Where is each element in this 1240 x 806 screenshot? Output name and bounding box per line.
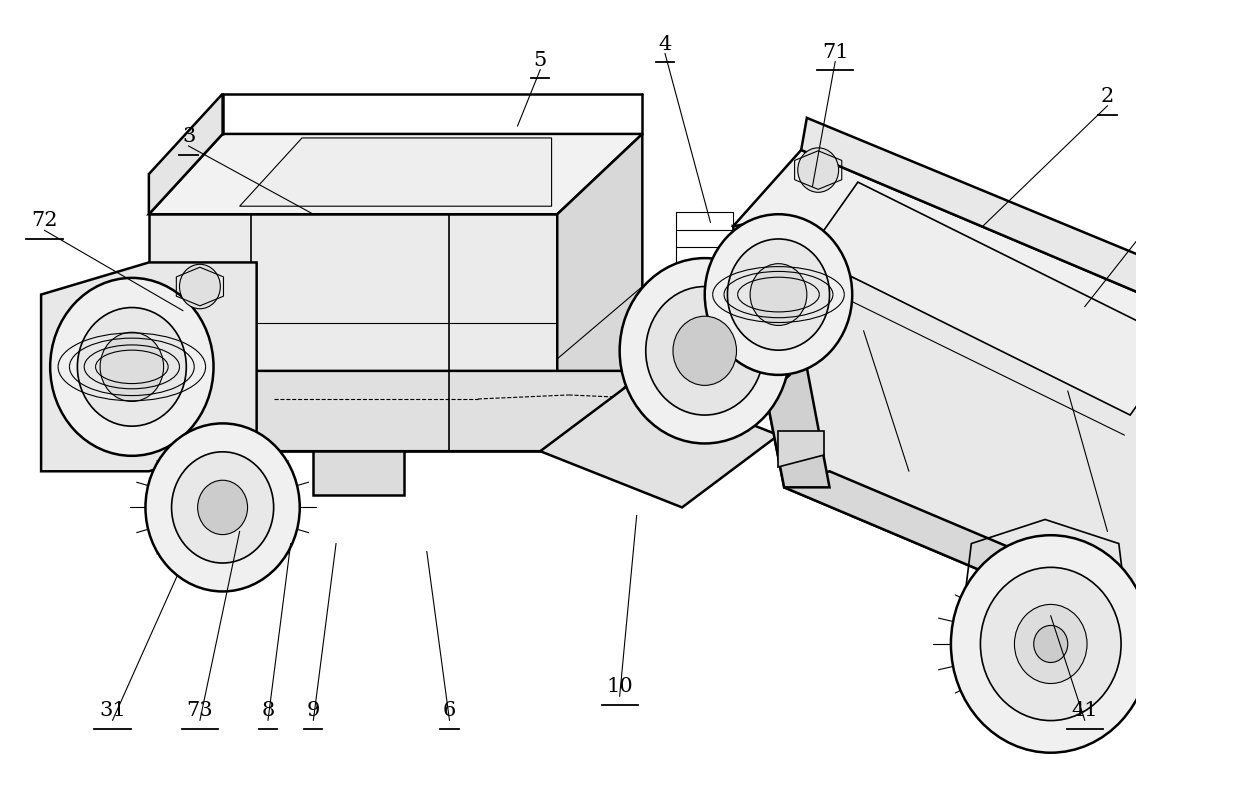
Circle shape	[77, 308, 186, 426]
Polygon shape	[314, 451, 404, 496]
Text: 73: 73	[186, 701, 213, 721]
Circle shape	[951, 535, 1151, 753]
Text: 31: 31	[99, 701, 126, 721]
Polygon shape	[631, 275, 790, 395]
Polygon shape	[784, 472, 1238, 660]
Polygon shape	[149, 134, 642, 214]
Polygon shape	[149, 214, 557, 451]
Circle shape	[1014, 604, 1087, 683]
Circle shape	[728, 239, 830, 350]
Polygon shape	[807, 182, 1182, 415]
Circle shape	[1034, 625, 1068, 663]
Circle shape	[180, 264, 221, 309]
Circle shape	[50, 278, 213, 456]
Text: 10: 10	[606, 677, 634, 696]
Text: 41: 41	[1071, 701, 1099, 721]
Text: 5: 5	[533, 51, 547, 69]
Circle shape	[797, 147, 838, 193]
Polygon shape	[149, 93, 223, 214]
Polygon shape	[801, 118, 1215, 322]
Polygon shape	[239, 138, 552, 206]
Polygon shape	[541, 379, 779, 508]
Polygon shape	[557, 134, 642, 451]
Circle shape	[100, 332, 164, 401]
Text: 3: 3	[182, 127, 195, 146]
Circle shape	[620, 258, 790, 443]
Text: 6: 6	[443, 701, 456, 721]
Circle shape	[704, 214, 852, 375]
Polygon shape	[779, 431, 823, 467]
Polygon shape	[733, 226, 1193, 660]
Circle shape	[171, 452, 274, 563]
Text: 71: 71	[822, 43, 848, 61]
Circle shape	[646, 286, 764, 415]
Polygon shape	[733, 218, 830, 488]
Text: 4: 4	[658, 35, 672, 53]
Polygon shape	[41, 263, 257, 472]
Polygon shape	[733, 150, 1209, 399]
Circle shape	[197, 480, 248, 534]
Circle shape	[750, 264, 807, 326]
Circle shape	[981, 567, 1121, 721]
Circle shape	[673, 316, 737, 385]
Polygon shape	[149, 371, 642, 451]
Text: 2: 2	[1101, 87, 1114, 106]
Text: 9: 9	[306, 701, 320, 721]
Text: 72: 72	[31, 211, 58, 231]
Text: 8: 8	[262, 701, 274, 721]
Circle shape	[145, 423, 300, 592]
